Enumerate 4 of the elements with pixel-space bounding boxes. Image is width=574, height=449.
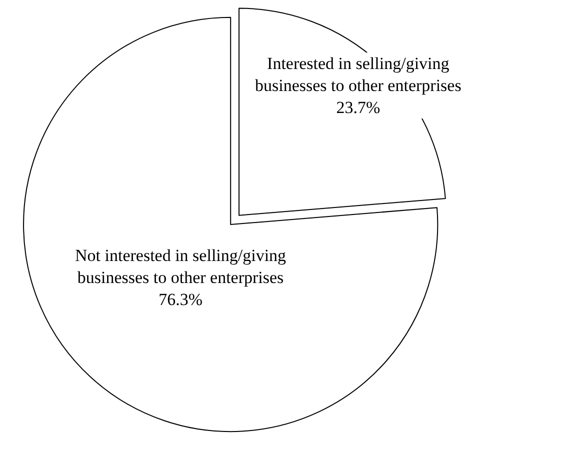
data-label: 23.7% [336,98,380,118]
slice-label: Not interested in selling/giving businesses to other enterprises [75,246,287,288]
slice-label: Interested in selling/giving businesses to other enterprises [255,54,462,96]
data-label: 76.3% [158,290,202,310]
